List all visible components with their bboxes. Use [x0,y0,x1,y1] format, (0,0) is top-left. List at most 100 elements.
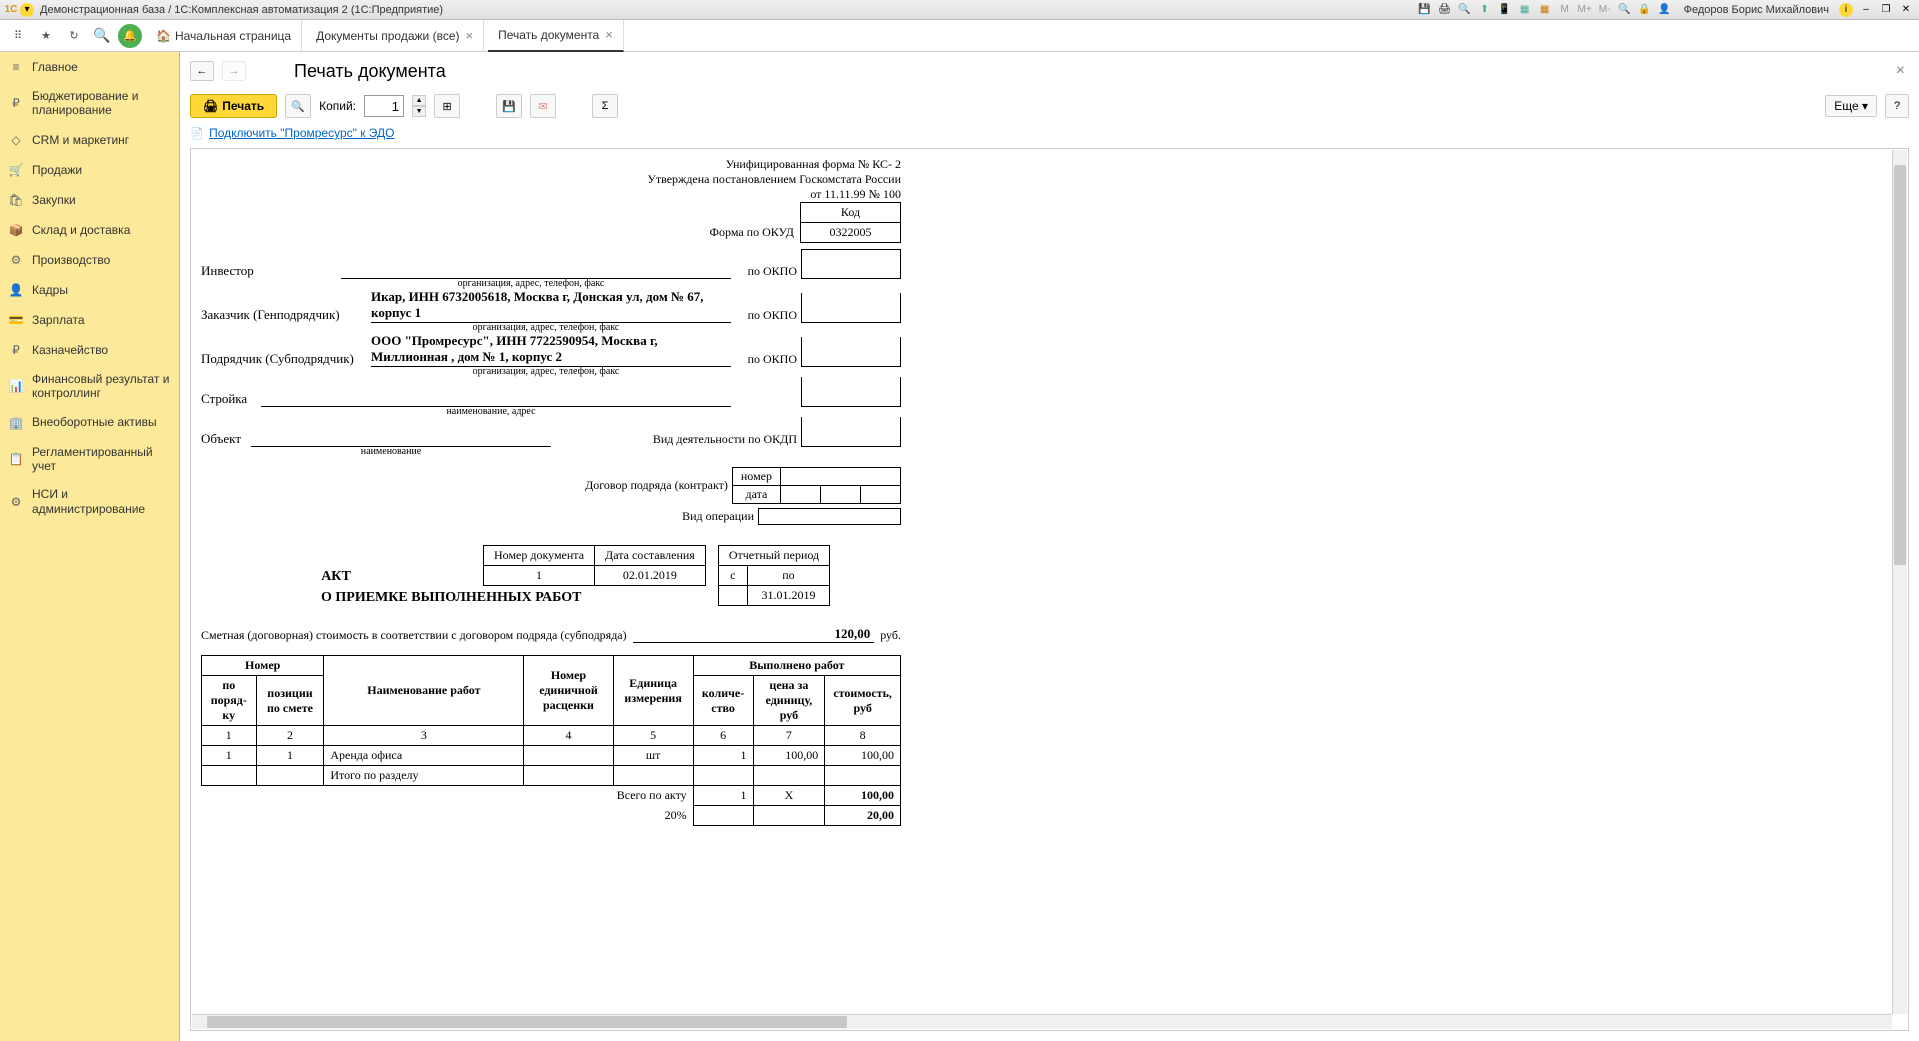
toolbar: 🖨Печать 🔍 Копий: ▲ ▼ ⊞ 💾 ✉ Σ Еще ▾ ? [180,90,1919,122]
th-num: Номер [202,656,324,676]
content: ← → Печать документа × 🖨Печать 🔍 Копий: … [180,52,1919,1041]
copies-input[interactable] [364,95,404,117]
sidebar-item-label: Закупки [32,193,76,207]
scrollbar-thumb[interactable] [207,1016,847,1028]
tab-close-icon[interactable]: × [605,27,613,42]
close-icon[interactable]: ✕ [1899,3,1913,17]
okpo-box [801,249,901,279]
print-icon[interactable]: 🖨 [1438,3,1452,17]
lock-icon[interactable]: 🔒 [1638,3,1652,17]
print-button[interactable]: 🖨Печать [190,94,277,118]
investor-label: Инвестор [201,263,341,279]
bell-icon[interactable]: 🔔 [118,24,142,48]
sidebar-item-3[interactable]: 🛒Продажи [0,155,179,185]
save-icon[interactable]: 💾 [1418,3,1432,17]
mplus-icon[interactable]: M+ [1578,3,1592,17]
close-page-button[interactable]: × [1892,58,1909,84]
date-icon[interactable]: ▦ [1538,3,1552,17]
preview-button[interactable]: 🔍 [285,94,311,118]
dropdown-icon[interactable]: ▾ [20,3,34,17]
vsego-kol: 1 [693,786,753,806]
info-icon[interactable]: i [1839,3,1853,17]
sidebar-item-label: Бюджетирование и планирование [32,89,171,118]
sidebar-item-6[interactable]: ⚙Производство [0,245,179,275]
user-icon: 👤 [1658,3,1672,17]
sidebar-icon: ◇ [8,132,24,148]
smeta-row: Сметная (договорная) стоимость в соответ… [201,626,901,643]
num-val1: 1 [484,566,595,586]
tab-home[interactable]: 🏠 Начальная страница [146,20,302,52]
okpo-label: по ОКПО [731,352,801,367]
save-button[interactable]: 💾 [496,94,522,118]
sidebar-item-7[interactable]: 👤Кадры [0,275,179,305]
spin-down-button[interactable]: ▼ [412,106,426,117]
customer-value: Икар, ИНН 6732005618, Москва г, Донская … [371,289,731,323]
maximize-icon[interactable]: ❐ [1879,3,1893,17]
sidebar-item-9[interactable]: ₽Казначейство [0,335,179,365]
period-to-val: 31.01.2019 [747,586,829,606]
contract-date-y [861,486,901,504]
sidebar-item-11[interactable]: 🏢Внеоборотные активы [0,408,179,438]
help-button[interactable]: ? [1885,94,1909,118]
sum-button[interactable]: Σ [592,94,618,118]
mminus-icon[interactable]: M- [1598,3,1612,17]
sidebar-item-1[interactable]: ₽Бюджетирование и планирование [0,82,179,125]
okdp-box [801,417,901,447]
forward-button[interactable]: → [222,61,246,81]
page-title: Печать документа [294,61,446,82]
pct-stoim: 20,00 [825,806,901,826]
sidebar-item-4[interactable]: 🛍 Закупки [0,185,179,215]
calendar-icon[interactable]: ▦ [1518,3,1532,17]
vsego-label: Всего по акту [202,786,694,806]
okpo-label: по ОКПО [731,264,801,279]
row-name: Аренда офиса [324,746,524,766]
sidebar-item-12[interactable]: 📋Регламентированный учет [0,438,179,481]
search-icon[interactable]: 🔍 [90,24,114,48]
sidebar-item-label: Зарплата [32,313,85,327]
smeta-label: Сметная (договорная) стоимость в соответ… [201,628,627,643]
sidebar-item-13[interactable]: ⚙НСИ и администрирование [0,480,179,523]
works-table: Номер Наименование работ Номер единичной… [201,655,901,826]
calc-icon[interactable]: 📱 [1498,3,1512,17]
settings-button[interactable]: ⊞ [434,94,460,118]
sidebar-icon: 🛍 [8,192,24,208]
sidebar-item-10[interactable]: 📊Финансовый результат и контроллинг [0,365,179,408]
spin-up-button[interactable]: ▲ [412,95,426,106]
more-button-label: Еще [1834,99,1858,113]
stroika-value [261,391,731,407]
okdp-label: Вид деятельности по ОКДП [551,432,801,447]
zoom-icon[interactable]: 🔍 [1618,3,1632,17]
horizontal-scrollbar[interactable] [192,1014,1892,1029]
sidebar-item-8[interactable]: 💳Зарплата [0,305,179,335]
sidebar-item-0[interactable]: ≡Главное [0,52,179,82]
mail-button[interactable]: ✉ [530,94,556,118]
tab-documents[interactable]: Документы продажи (все) × [306,20,484,52]
link-icon[interactable]: ⬆ [1478,3,1492,17]
star-icon[interactable]: ★ [34,24,58,48]
titlebar: 1C ▾ Демонстрационная база / 1С:Комплекс… [0,0,1919,20]
doc-area[interactable]: Унифицированная форма № КС- 2 Утверждена… [190,148,1909,1031]
back-button[interactable]: ← [190,61,214,81]
document: Унифицированная форма № КС- 2 Утверждена… [201,157,901,826]
col-6: 6 [693,726,753,746]
sidebar-item-label: Внеоборотные активы [32,415,157,429]
scrollbar-thumb[interactable] [1894,165,1906,565]
sidebar-icon: 📊 [8,378,24,394]
col-8: 8 [825,726,901,746]
user-name[interactable]: Федоров Борис Михайлович [1684,4,1829,16]
edo-link[interactable]: Подключить "Промресурс" к ЭДО [209,126,394,140]
minimize-icon[interactable]: – [1859,3,1873,17]
tab-print[interactable]: Печать документа × [488,20,624,52]
history-icon[interactable]: ↻ [62,24,86,48]
more-button[interactable]: Еще ▾ [1825,95,1877,117]
sidebar-item-5[interactable]: 📦Склад и доставка [0,215,179,245]
row-sm: 1 [256,746,324,766]
sidebar-item-2[interactable]: ◇CRM и маркетинг [0,125,179,155]
stroika-hint: наименование, адрес [251,406,731,417]
m-icon[interactable]: M [1558,3,1572,17]
search-icon[interactable]: 🔍 [1458,3,1472,17]
doc-icon: 📄 [190,127,204,140]
vertical-scrollbar[interactable] [1892,150,1907,1014]
tab-close-icon[interactable]: × [465,28,473,43]
apps-icon[interactable]: ⠿ [6,24,30,48]
